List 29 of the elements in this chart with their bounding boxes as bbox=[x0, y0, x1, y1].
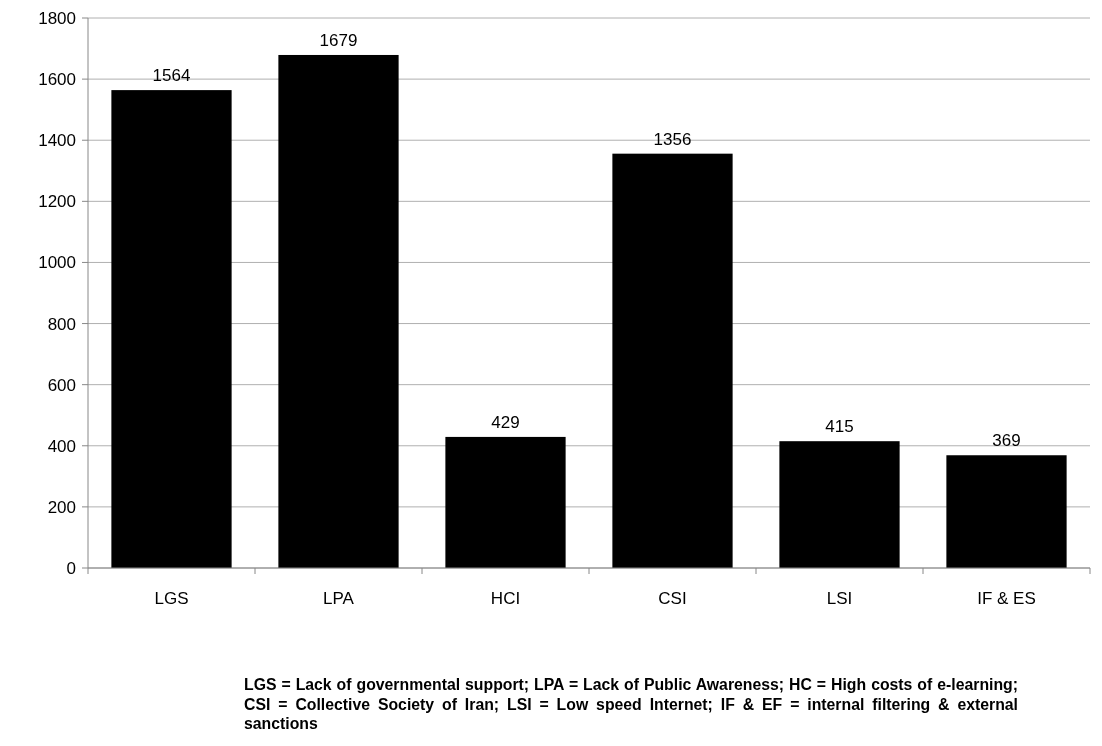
bar bbox=[612, 153, 733, 568]
y-tick-label: 400 bbox=[47, 436, 76, 456]
data-label: 1564 bbox=[152, 66, 191, 86]
text: LGS = Lack of governmental support; LPA = Lack of Public Awareness; HC = High costs of e-learning; CSI = Collective Society of Iran; LSI = Low speed Internet; IF & EF = internal filtering & external sanctions bbox=[244, 675, 1018, 734]
y-tick-label: 200 bbox=[47, 497, 76, 517]
y-tick-label: 1400 bbox=[38, 131, 76, 151]
data-label: 1356 bbox=[653, 129, 692, 149]
x-tick-label: HCI bbox=[490, 589, 521, 608]
x-tick-label: CSI bbox=[658, 589, 687, 608]
data-label: 429 bbox=[491, 412, 520, 432]
x-tick-label: LPA bbox=[323, 589, 355, 608]
x-tick-label: LGS bbox=[154, 589, 189, 608]
y-tick-label: 1000 bbox=[38, 253, 76, 273]
x-tick-label: IF & ES bbox=[977, 589, 1036, 608]
y-tick-label: 1800 bbox=[38, 8, 76, 28]
bar bbox=[111, 90, 232, 568]
bar bbox=[445, 436, 566, 568]
data-label: 369 bbox=[992, 431, 1021, 451]
y-tick-label: 600 bbox=[47, 375, 76, 395]
x-tick-label: LSI bbox=[826, 589, 853, 608]
bar bbox=[278, 54, 399, 568]
data-label: 1679 bbox=[319, 30, 358, 50]
bar bbox=[779, 441, 900, 568]
y-tick-label: 1600 bbox=[38, 70, 76, 90]
y-tick-label: 800 bbox=[47, 314, 76, 334]
y-tick-label: 1200 bbox=[38, 192, 76, 212]
y-tick-label: 0 bbox=[66, 558, 76, 578]
bar bbox=[946, 455, 1067, 568]
data-label: 415 bbox=[825, 417, 854, 437]
